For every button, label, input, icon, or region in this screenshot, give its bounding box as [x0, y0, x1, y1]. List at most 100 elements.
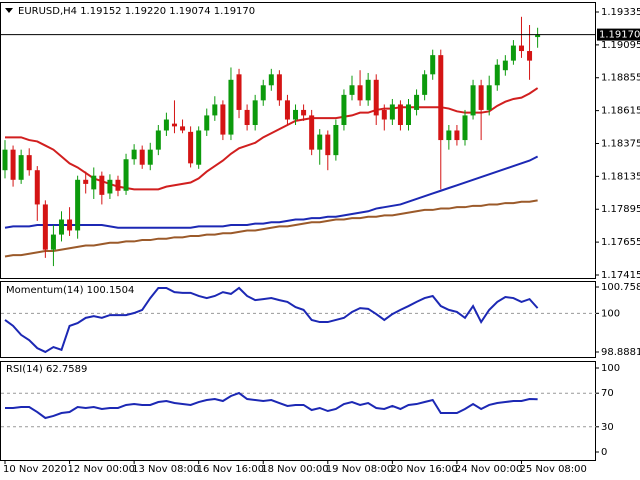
candle-body — [309, 115, 315, 150]
candle-body — [171, 123, 177, 127]
candle-body — [91, 175, 97, 190]
candle-body — [301, 109, 307, 116]
y-tick-label: 100.7584 — [601, 282, 640, 293]
y-tick-label: 1.17895 — [601, 204, 640, 215]
candle-body — [527, 51, 533, 61]
y-tick-label: 1.17655 — [601, 237, 640, 248]
y-tick-label: 1.18375 — [601, 138, 640, 149]
candle-body — [454, 130, 460, 141]
collapse-icon — [5, 8, 13, 13]
candle-body — [67, 219, 73, 231]
candle-body — [414, 94, 420, 110]
candle-body — [494, 64, 500, 86]
candle-body — [268, 74, 274, 86]
candle-body — [317, 134, 323, 150]
x-tick-label: 13 Nov 08:00 — [132, 464, 199, 475]
y-tick-label: 30 — [601, 422, 614, 433]
candle-body — [518, 45, 524, 52]
candle-body — [42, 204, 48, 250]
candle-body — [341, 94, 347, 126]
x-tick-label: 12 Nov 00:00 — [68, 464, 135, 475]
candle-body — [478, 85, 484, 110]
candle-body — [470, 85, 476, 116]
rsi-panel — [0, 361, 596, 461]
chart-title: EURUSD,H4 1.19152 1.19220 1.19074 1.1917… — [18, 6, 255, 17]
candle-body — [430, 55, 436, 75]
price-panel — [0, 2, 596, 279]
candle-body — [34, 170, 40, 205]
candle-body — [462, 115, 468, 141]
candle-body — [163, 119, 169, 131]
candle-body — [293, 109, 299, 120]
candle-body — [365, 79, 371, 101]
candle-body — [196, 130, 202, 165]
candle-body — [381, 109, 387, 120]
candle-body — [422, 74, 428, 95]
candle-body — [212, 104, 218, 116]
price-label-box — [597, 28, 640, 41]
candle-body — [26, 155, 32, 171]
candle-body — [349, 85, 355, 95]
candle-body — [535, 34, 541, 38]
candle-body — [204, 115, 210, 131]
y-tick-label: 100 — [601, 308, 620, 319]
candle-body — [510, 45, 516, 61]
x-tick-label: 19 Nov 08:00 — [326, 464, 393, 475]
x-tick-label: 16 Nov 16:00 — [197, 464, 264, 475]
candle-body — [397, 104, 403, 126]
candle-body — [50, 234, 56, 250]
candle-body — [502, 60, 508, 71]
x-tick-label: 25 Nov 08:00 — [519, 464, 586, 475]
moving-average — [4, 155, 539, 229]
candle-body — [236, 74, 242, 110]
candle-body — [325, 134, 331, 156]
y-tick-label: 70 — [601, 388, 614, 399]
y-tick-label: 98.8881 — [601, 347, 640, 358]
candle-body — [389, 104, 395, 120]
candle-body — [99, 175, 105, 195]
y-tick-label: 1.18135 — [601, 171, 640, 182]
candle-body — [228, 79, 234, 135]
x-tick-label: 18 Nov 00:00 — [261, 464, 328, 475]
candle-body — [139, 149, 145, 165]
candle-body — [83, 179, 89, 184]
y-tick-label: 1.19335 — [601, 7, 640, 18]
candle-body — [486, 85, 492, 110]
candle-body — [284, 100, 290, 120]
x-tick-label: 24 Nov 00:00 — [455, 464, 522, 475]
rsi-title: RSI(14) 62.7589 — [6, 364, 87, 375]
candle-body — [131, 149, 137, 160]
candle-body — [188, 131, 194, 164]
candle-body — [115, 179, 121, 191]
candle-body — [18, 155, 24, 180]
candle-body — [244, 109, 250, 126]
indicator-line — [4, 286, 539, 354]
candle-body — [357, 85, 363, 101]
x-tick-label: 20 Nov 16:00 — [390, 464, 457, 475]
candle-body — [438, 55, 444, 141]
candle-body — [58, 219, 64, 235]
y-tick-label: 1.18855 — [601, 73, 640, 84]
momentum-panel — [0, 281, 596, 358]
candle-body — [2, 149, 8, 171]
candle-body — [180, 126, 186, 131]
candle-body — [260, 85, 266, 101]
candle-body — [220, 104, 226, 135]
candle-body — [123, 159, 129, 191]
candle-body — [107, 179, 113, 194]
candle-body — [276, 74, 282, 101]
candle-body — [147, 149, 153, 165]
indicator-line — [5, 391, 538, 420]
price-label: 1.19170 — [599, 30, 640, 41]
x-tick-label: 10 Nov 2020 — [3, 464, 67, 475]
momentum-title: Momentum(14) 100.1504 — [6, 285, 134, 296]
y-tick-label: 1.19095 — [601, 40, 640, 51]
y-tick-label: 1.18615 — [601, 106, 640, 117]
candle-body — [373, 79, 379, 116]
candle-body — [446, 130, 452, 141]
candle-body — [406, 104, 411, 126]
y-tick-label: 0 — [601, 447, 607, 458]
candle-body — [75, 179, 81, 231]
y-tick-label: 100 — [601, 363, 620, 374]
